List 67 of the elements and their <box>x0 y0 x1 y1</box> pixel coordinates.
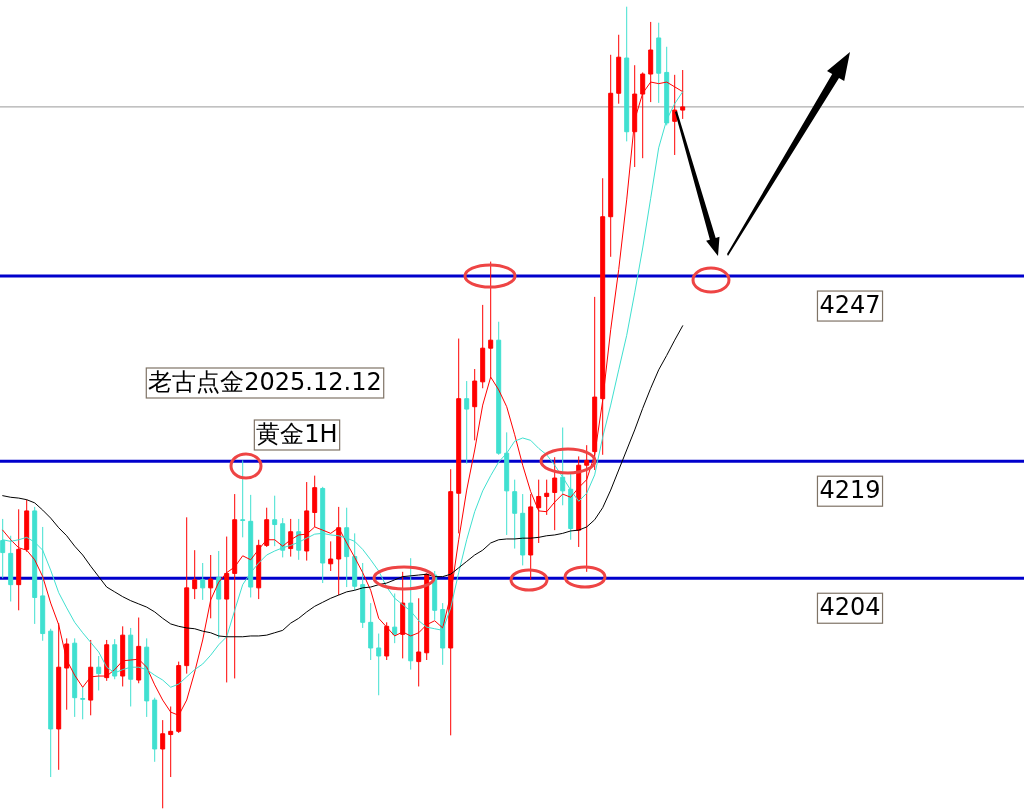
candlestick <box>560 427 566 506</box>
candlestick <box>184 516 190 675</box>
candlestick <box>288 518 294 558</box>
candlestick <box>552 456 558 531</box>
candlestick <box>8 535 14 602</box>
annotation: 4247 <box>819 291 881 320</box>
candlestick <box>536 479 542 544</box>
candlestick <box>504 431 510 536</box>
candlestick <box>192 549 198 600</box>
candlestick <box>616 34 622 105</box>
candlestick <box>592 296 598 471</box>
candlestick <box>392 592 398 644</box>
candlestick <box>352 532 358 591</box>
candlestick <box>320 486 326 584</box>
candlestick <box>568 473 574 541</box>
candlestick <box>624 6 630 142</box>
candlestick <box>304 481 310 562</box>
candlestick <box>312 475 318 528</box>
text: 老古点金2025.12.12 <box>148 368 382 396</box>
candlestick <box>408 557 414 671</box>
candlestick <box>512 479 518 550</box>
candlestick <box>328 540 334 572</box>
candlestick <box>464 380 470 465</box>
candlestick <box>240 459 246 538</box>
annotation: 4219 <box>819 476 881 505</box>
candlestick <box>360 562 366 629</box>
candlestick <box>232 493 238 679</box>
candlestick <box>136 617 142 684</box>
candlestick <box>208 554 214 619</box>
candlestick <box>544 479 550 516</box>
candlestick <box>24 499 30 553</box>
candlestick <box>16 508 22 611</box>
candlestick <box>80 686 86 720</box>
candlestick <box>528 493 534 581</box>
candlestick <box>32 506 38 625</box>
text: 黄金1H <box>256 420 338 448</box>
candlestick <box>336 506 342 596</box>
candlestick <box>272 495 278 547</box>
candlestick <box>376 633 382 696</box>
candlestick <box>472 368 478 441</box>
candlestick <box>608 54 614 258</box>
candlestick <box>264 507 270 548</box>
candlestick <box>416 597 422 687</box>
candlestick <box>384 621 390 661</box>
candlestick <box>216 550 222 639</box>
candlestick <box>296 518 302 561</box>
candlestick <box>64 637 70 711</box>
candlestick <box>40 526 46 642</box>
candlestick <box>656 22 662 104</box>
candlestick <box>600 177 606 456</box>
candlestick <box>224 536 230 683</box>
candlestick <box>368 602 374 661</box>
candlestick <box>584 444 590 573</box>
candlestick <box>48 628 54 778</box>
candlestick <box>344 507 350 588</box>
candlestick <box>200 562 206 601</box>
candlestick <box>496 321 502 456</box>
candlestick <box>248 494 254 598</box>
candlestick <box>488 261 494 378</box>
candlestick <box>456 338 462 534</box>
candlestick <box>400 571 406 659</box>
candlestick <box>152 697 158 763</box>
candlestick <box>72 637 78 718</box>
candlestick <box>520 493 526 566</box>
annotation: 4204 <box>819 593 881 622</box>
candlestick <box>160 719 166 809</box>
candlestick <box>480 304 486 389</box>
